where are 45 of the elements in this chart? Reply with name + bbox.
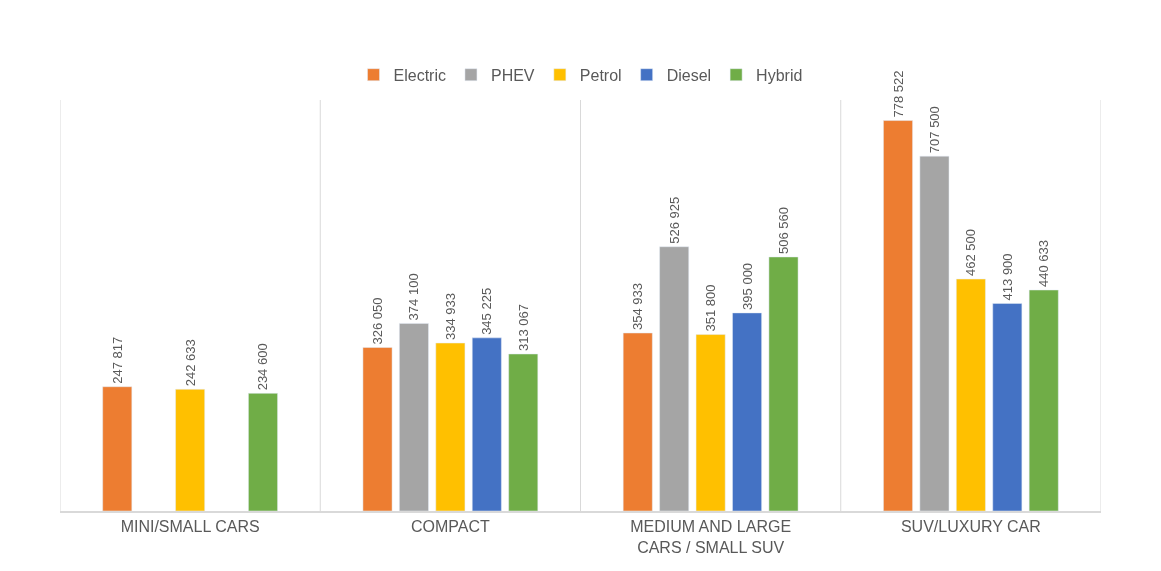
legend-label: PHEV <box>490 66 535 84</box>
bar <box>768 256 799 511</box>
bar <box>695 334 726 511</box>
legend-label: Electric <box>393 66 446 84</box>
bar <box>471 337 502 511</box>
x-tick-label: MINI/SMALL CARS <box>120 518 260 536</box>
data-label: 354 933 <box>630 282 646 330</box>
data-label: 345 225 <box>479 287 495 335</box>
bar <box>508 353 539 511</box>
bar <box>732 312 762 511</box>
bar <box>102 386 133 511</box>
bar <box>622 332 653 511</box>
data-label: 326 050 <box>370 297 386 345</box>
legend-label: Hybrid <box>756 66 803 84</box>
x-tick-label: SUV/LUXURY CAR <box>900 518 1041 536</box>
data-label: 707 500 <box>926 106 942 154</box>
bar <box>175 389 205 511</box>
bar <box>248 393 278 511</box>
data-label: 462 500 <box>963 229 979 277</box>
data-label: 413 900 <box>999 253 1015 301</box>
legend-label: Diesel <box>666 66 712 84</box>
bar <box>992 303 1023 511</box>
data-label: 313 067 <box>515 303 531 351</box>
data-label: 440 633 <box>1036 240 1052 288</box>
data-label: 242 633 <box>182 339 198 387</box>
x-tick-label: COMPACT <box>410 518 491 536</box>
bar <box>956 278 986 511</box>
bar <box>1028 289 1059 511</box>
bar <box>362 347 393 511</box>
bar <box>919 155 950 511</box>
data-label: 395 000 <box>739 262 755 310</box>
data-label: 234 600 <box>255 343 271 391</box>
data-label: 778 522 <box>890 70 906 118</box>
data-label: 351 800 <box>703 284 719 332</box>
data-label: 334 933 <box>442 293 458 341</box>
bar <box>399 323 429 511</box>
legend-label: Petrol <box>579 66 622 84</box>
data-label: 526 925 <box>666 196 682 244</box>
bar <box>435 342 466 511</box>
bar <box>659 246 690 511</box>
data-label: 374 100 <box>406 273 422 321</box>
data-label: 247 817 <box>109 336 125 384</box>
data-label: 506 560 <box>775 206 791 254</box>
x-tick-label: MEDIUM AND LARGE CARS / SMALL SUV <box>630 518 792 556</box>
bar <box>883 120 913 511</box>
